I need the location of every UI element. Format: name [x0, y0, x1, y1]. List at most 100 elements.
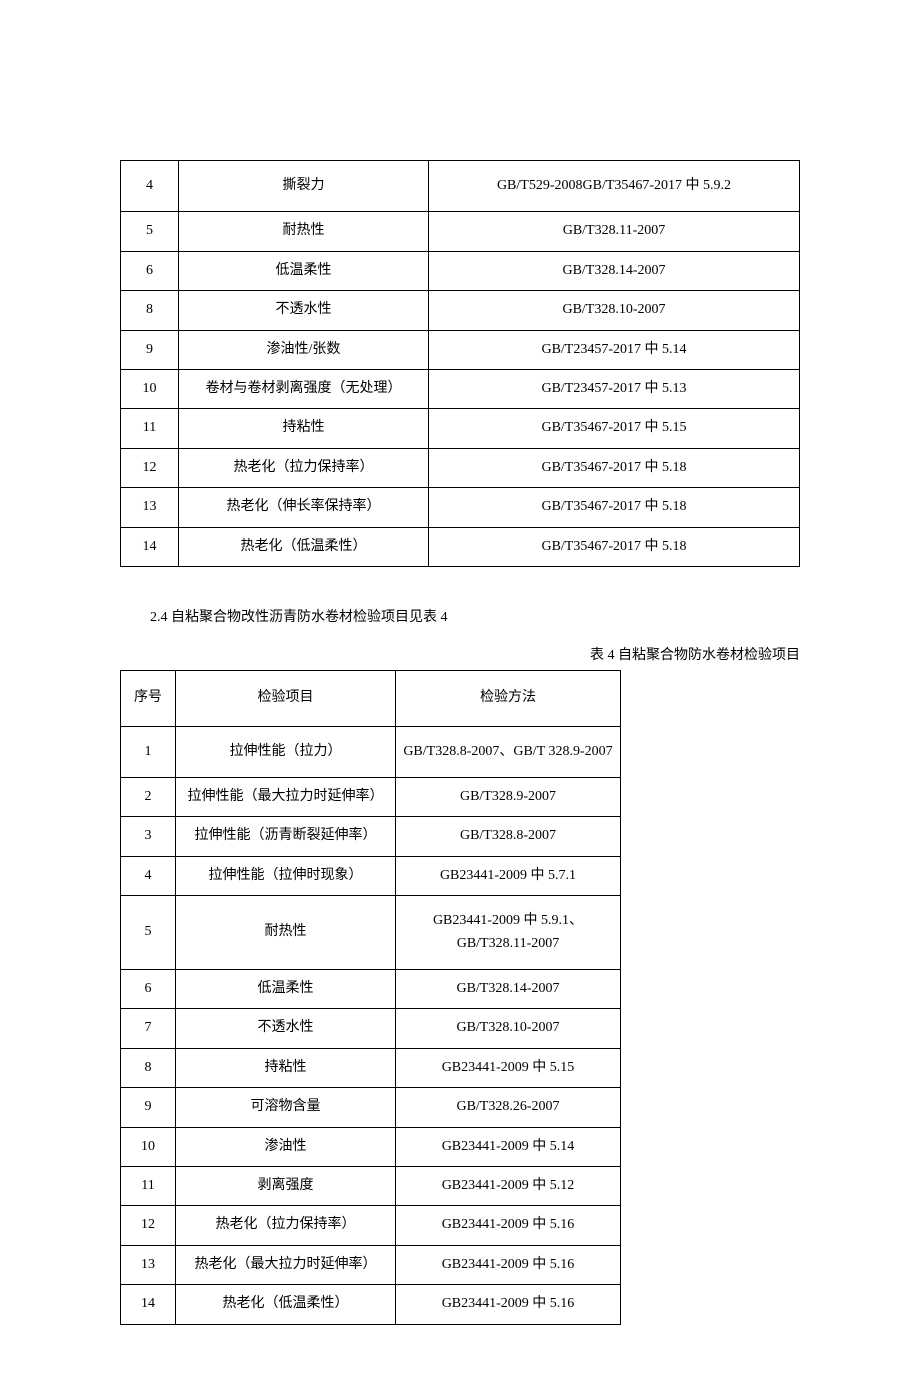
cell-method: GB23441-2009 中 5.12 — [396, 1166, 621, 1205]
table-2: 序号 检验项目 检验方法 1拉伸性能（拉力）GB/T328.8-2007、GB/… — [120, 670, 621, 1324]
cell-seq: 10 — [121, 369, 179, 408]
cell-seq: 10 — [121, 1127, 176, 1166]
cell-method: GB/T23457-2017 中 5.13 — [429, 369, 800, 408]
table-1: 4撕裂力GB/T529-2008GB/T35467-2017 中 5.9.25耐… — [120, 160, 800, 567]
cell-method: GB/T328.26-2007 — [396, 1088, 621, 1127]
cell-item: 拉伸性能（最大拉力时延伸率） — [176, 778, 396, 817]
cell-item: 耐热性 — [176, 896, 396, 970]
cell-method: GB/T35467-2017 中 5.18 — [429, 488, 800, 527]
cell-method: GB23441-2009 中 5.16 — [396, 1245, 621, 1284]
table-2-header-row: 序号 检验项目 检验方法 — [121, 671, 621, 726]
cell-item: 持粘性 — [179, 409, 429, 448]
cell-item: 剥离强度 — [176, 1166, 396, 1205]
cell-method: GB23441-2009 中 5.15 — [396, 1048, 621, 1087]
cell-item: 低温柔性 — [176, 970, 396, 1009]
table-1-body: 4撕裂力GB/T529-2008GB/T35467-2017 中 5.9.25耐… — [121, 161, 800, 567]
cell-item: 撕裂力 — [179, 161, 429, 212]
cell-item: 拉伸性能（拉伸时现象） — [176, 856, 396, 895]
cell-method: GB/T35467-2017 中 5.18 — [429, 448, 800, 487]
cell-item: 拉伸性能（拉力） — [176, 726, 396, 777]
cell-seq: 12 — [121, 1206, 176, 1245]
cell-item: 卷材与卷材剥离强度（无处理） — [179, 369, 429, 408]
cell-seq: 11 — [121, 409, 179, 448]
cell-method: GB/T35467-2017 中 5.18 — [429, 527, 800, 566]
table-row: 10渗油性GB23441-2009 中 5.14 — [121, 1127, 621, 1166]
table-row: 12热老化（拉力保持率）GB23441-2009 中 5.16 — [121, 1206, 621, 1245]
cell-item: 渗油性/张数 — [179, 330, 429, 369]
cell-method: GB/T328.10-2007 — [429, 291, 800, 330]
table-row: 2拉伸性能（最大拉力时延伸率）GB/T328.9-2007 — [121, 778, 621, 817]
cell-seq: 13 — [121, 1245, 176, 1284]
table-row: 1拉伸性能（拉力）GB/T328.8-2007、GB/T 328.9-2007 — [121, 726, 621, 777]
cell-item: 持粘性 — [176, 1048, 396, 1087]
cell-item: 热老化（低温柔性） — [179, 527, 429, 566]
table-row: 8持粘性GB23441-2009 中 5.15 — [121, 1048, 621, 1087]
cell-method: GB23441-2009 中 5.9.1、 GB/T328.11-2007 — [396, 896, 621, 970]
table-row: 11持粘性GB/T35467-2017 中 5.15 — [121, 409, 800, 448]
cell-method: GB/T529-2008GB/T35467-2017 中 5.9.2 — [429, 161, 800, 212]
cell-method: GB/T23457-2017 中 5.14 — [429, 330, 800, 369]
cell-item: 耐热性 — [179, 212, 429, 251]
cell-item: 拉伸性能（沥青断裂延伸率） — [176, 817, 396, 856]
cell-item: 热老化（伸长率保持率） — [179, 488, 429, 527]
table-row: 9可溶物含量GB/T328.26-2007 — [121, 1088, 621, 1127]
cell-seq: 13 — [121, 488, 179, 527]
table-row: 13热老化（最大拉力时延伸率）GB23441-2009 中 5.16 — [121, 1245, 621, 1284]
cell-seq: 2 — [121, 778, 176, 817]
cell-method: GB23441-2009 中 5.16 — [396, 1206, 621, 1245]
cell-item: 热老化（最大拉力时延伸率） — [176, 1245, 396, 1284]
table-row: 12热老化（拉力保持率）GB/T35467-2017 中 5.18 — [121, 448, 800, 487]
table-2-caption: 表 4 自粘聚合物防水卷材检验项目 — [590, 648, 800, 663]
cell-item: 热老化（拉力保持率） — [176, 1206, 396, 1245]
cell-seq: 3 — [121, 817, 176, 856]
cell-seq: 5 — [121, 212, 179, 251]
cell-item: 热老化（低温柔性） — [176, 1285, 396, 1324]
table-row: 11剥离强度GB23441-2009 中 5.12 — [121, 1166, 621, 1205]
section-heading: 2.4 自粘聚合物改性沥青防水卷材检验项目见表 4 — [150, 607, 800, 629]
cell-seq: 4 — [121, 856, 176, 895]
cell-item: 不透水性 — [179, 291, 429, 330]
table-row: 9渗油性/张数GB/T23457-2017 中 5.14 — [121, 330, 800, 369]
cell-method: GB23441-2009 中 5.16 — [396, 1285, 621, 1324]
table-2-header-item: 检验项目 — [176, 671, 396, 726]
cell-item: 渗油性 — [176, 1127, 396, 1166]
cell-seq: 4 — [121, 161, 179, 212]
table-row: 4撕裂力GB/T529-2008GB/T35467-2017 中 5.9.2 — [121, 161, 800, 212]
cell-method: GB23441-2009 中 5.7.1 — [396, 856, 621, 895]
cell-seq: 7 — [121, 1009, 176, 1048]
cell-method: GB/T328.8-2007 — [396, 817, 621, 856]
table-row: 13热老化（伸长率保持率）GB/T35467-2017 中 5.18 — [121, 488, 800, 527]
cell-seq: 9 — [121, 1088, 176, 1127]
table-row: 3拉伸性能（沥青断裂延伸率）GB/T328.8-2007 — [121, 817, 621, 856]
cell-method: GB/T328.10-2007 — [396, 1009, 621, 1048]
cell-seq: 6 — [121, 251, 179, 290]
table-row: 6低温柔性GB/T328.14-2007 — [121, 970, 621, 1009]
table-row: 4拉伸性能（拉伸时现象）GB23441-2009 中 5.7.1 — [121, 856, 621, 895]
cell-item: 热老化（拉力保持率） — [179, 448, 429, 487]
cell-seq: 14 — [121, 1285, 176, 1324]
table-row: 5耐热性GB23441-2009 中 5.9.1、 GB/T328.11-200… — [121, 896, 621, 970]
table-2-body: 序号 检验项目 检验方法 1拉伸性能（拉力）GB/T328.8-2007、GB/… — [121, 671, 621, 1324]
table-row: 14热老化（低温柔性）GB23441-2009 中 5.16 — [121, 1285, 621, 1324]
cell-seq: 8 — [121, 1048, 176, 1087]
cell-seq: 1 — [121, 726, 176, 777]
cell-method: GB/T328.14-2007 — [429, 251, 800, 290]
cell-seq: 5 — [121, 896, 176, 970]
cell-item: 不透水性 — [176, 1009, 396, 1048]
cell-seq: 12 — [121, 448, 179, 487]
cell-method: GB/T328.14-2007 — [396, 970, 621, 1009]
cell-seq: 11 — [121, 1166, 176, 1205]
table-row: 10卷材与卷材剥离强度（无处理）GB/T23457-2017 中 5.13 — [121, 369, 800, 408]
table-2-header-seq: 序号 — [121, 671, 176, 726]
table-row: 14热老化（低温柔性）GB/T35467-2017 中 5.18 — [121, 527, 800, 566]
table-row: 8不透水性GB/T328.10-2007 — [121, 291, 800, 330]
table-row: 5耐热性GB/T328.11-2007 — [121, 212, 800, 251]
table-2-header-method: 检验方法 — [396, 671, 621, 726]
cell-seq: 8 — [121, 291, 179, 330]
cell-method: GB/T328.9-2007 — [396, 778, 621, 817]
cell-seq: 14 — [121, 527, 179, 566]
cell-method: GB/T35467-2017 中 5.15 — [429, 409, 800, 448]
cell-seq: 9 — [121, 330, 179, 369]
table-row: 7不透水性GB/T328.10-2007 — [121, 1009, 621, 1048]
cell-method: GB23441-2009 中 5.14 — [396, 1127, 621, 1166]
